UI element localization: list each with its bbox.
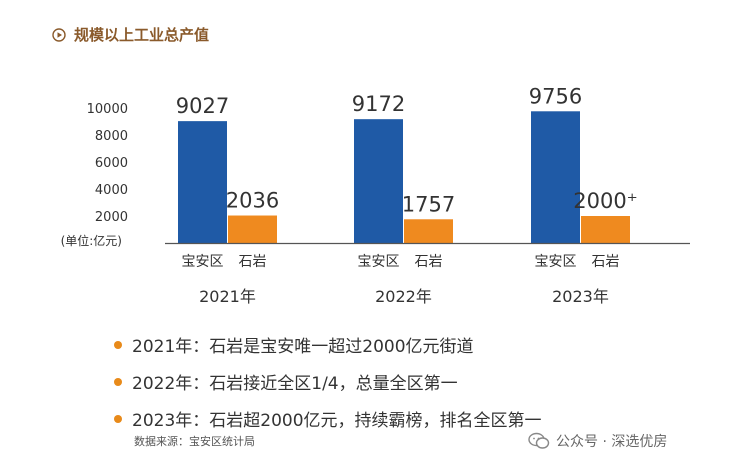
bar-value-label: 9756 xyxy=(529,84,582,108)
category-label: 石岩 xyxy=(415,254,443,270)
chart-title: 规模以上工业总产值 xyxy=(74,26,210,44)
bullet-item: 2023年：石岩超2000亿元，持续霸榜，排名全区第一 xyxy=(114,400,542,437)
y-tick-label: 8000 xyxy=(95,129,128,144)
bullet-dot xyxy=(114,414,122,423)
y-tick-label: 2000 xyxy=(95,210,128,225)
bar xyxy=(404,219,453,243)
bullet-item: 2021年：石岩是宝安唯一超过2000亿元街道 xyxy=(114,326,542,363)
category-label: 石岩 xyxy=(592,254,620,270)
watermark-text: 公众号 · 深选优房 xyxy=(556,434,668,450)
bar-chart: 2000 4000 6000 8000 10000 (单位:亿元) 9027 宝安区 2036 石… xyxy=(61,84,690,306)
bullet-text: 2023年：石岩超2000亿元，持续霸榜，排名全区第一 xyxy=(132,411,542,431)
y-tick-label: 4000 xyxy=(95,183,128,198)
bullet-item: 2022年：石岩接近全区1/4，总量全区第一 xyxy=(114,363,542,400)
bar-value-label: 2036 xyxy=(226,189,279,213)
bar-value-label: 9172 xyxy=(352,92,405,116)
wechat-icon xyxy=(528,432,550,449)
bar-value-label: 2000⁺ xyxy=(573,189,638,213)
bullet-list: 2021年：石岩是宝安唯一超过2000亿元街道 2022年：石岩接近全区1/4，… xyxy=(114,326,542,437)
bar-value-label: 1757 xyxy=(402,192,455,216)
category-label: 石岩 xyxy=(239,254,267,270)
year-label: 2021年 xyxy=(199,287,256,306)
y-tick-label: 10000 xyxy=(87,102,128,117)
bullet-dot xyxy=(114,340,122,349)
category-label: 宝安区 xyxy=(535,254,577,270)
y-unit-label: (单位:亿元) xyxy=(61,233,122,248)
bullet-text: 2021年：石岩是宝安唯一超过2000亿元街道 xyxy=(132,337,474,357)
watermark: 公众号 · 深选优房 xyxy=(528,431,667,451)
data-source: 数据来源：宝安区统计局 xyxy=(134,435,255,448)
category-label: 宝安区 xyxy=(182,254,224,270)
bar xyxy=(581,216,630,243)
bullet-dot xyxy=(114,377,122,386)
chart-heading: 规模以上工业总产值 xyxy=(52,24,209,45)
bar xyxy=(354,119,403,243)
year-label: 2022年 xyxy=(375,287,432,306)
play-circle-icon xyxy=(52,27,66,42)
bar xyxy=(531,111,580,243)
year-label: 2023年 xyxy=(552,287,609,306)
bar-value-label: 9027 xyxy=(176,94,229,118)
y-tick-label: 6000 xyxy=(95,156,128,171)
bar xyxy=(178,121,227,243)
category-label: 宝安区 xyxy=(358,254,400,270)
bar xyxy=(228,215,277,243)
bullet-text: 2022年：石岩接近全区1/4，总量全区第一 xyxy=(132,374,458,394)
